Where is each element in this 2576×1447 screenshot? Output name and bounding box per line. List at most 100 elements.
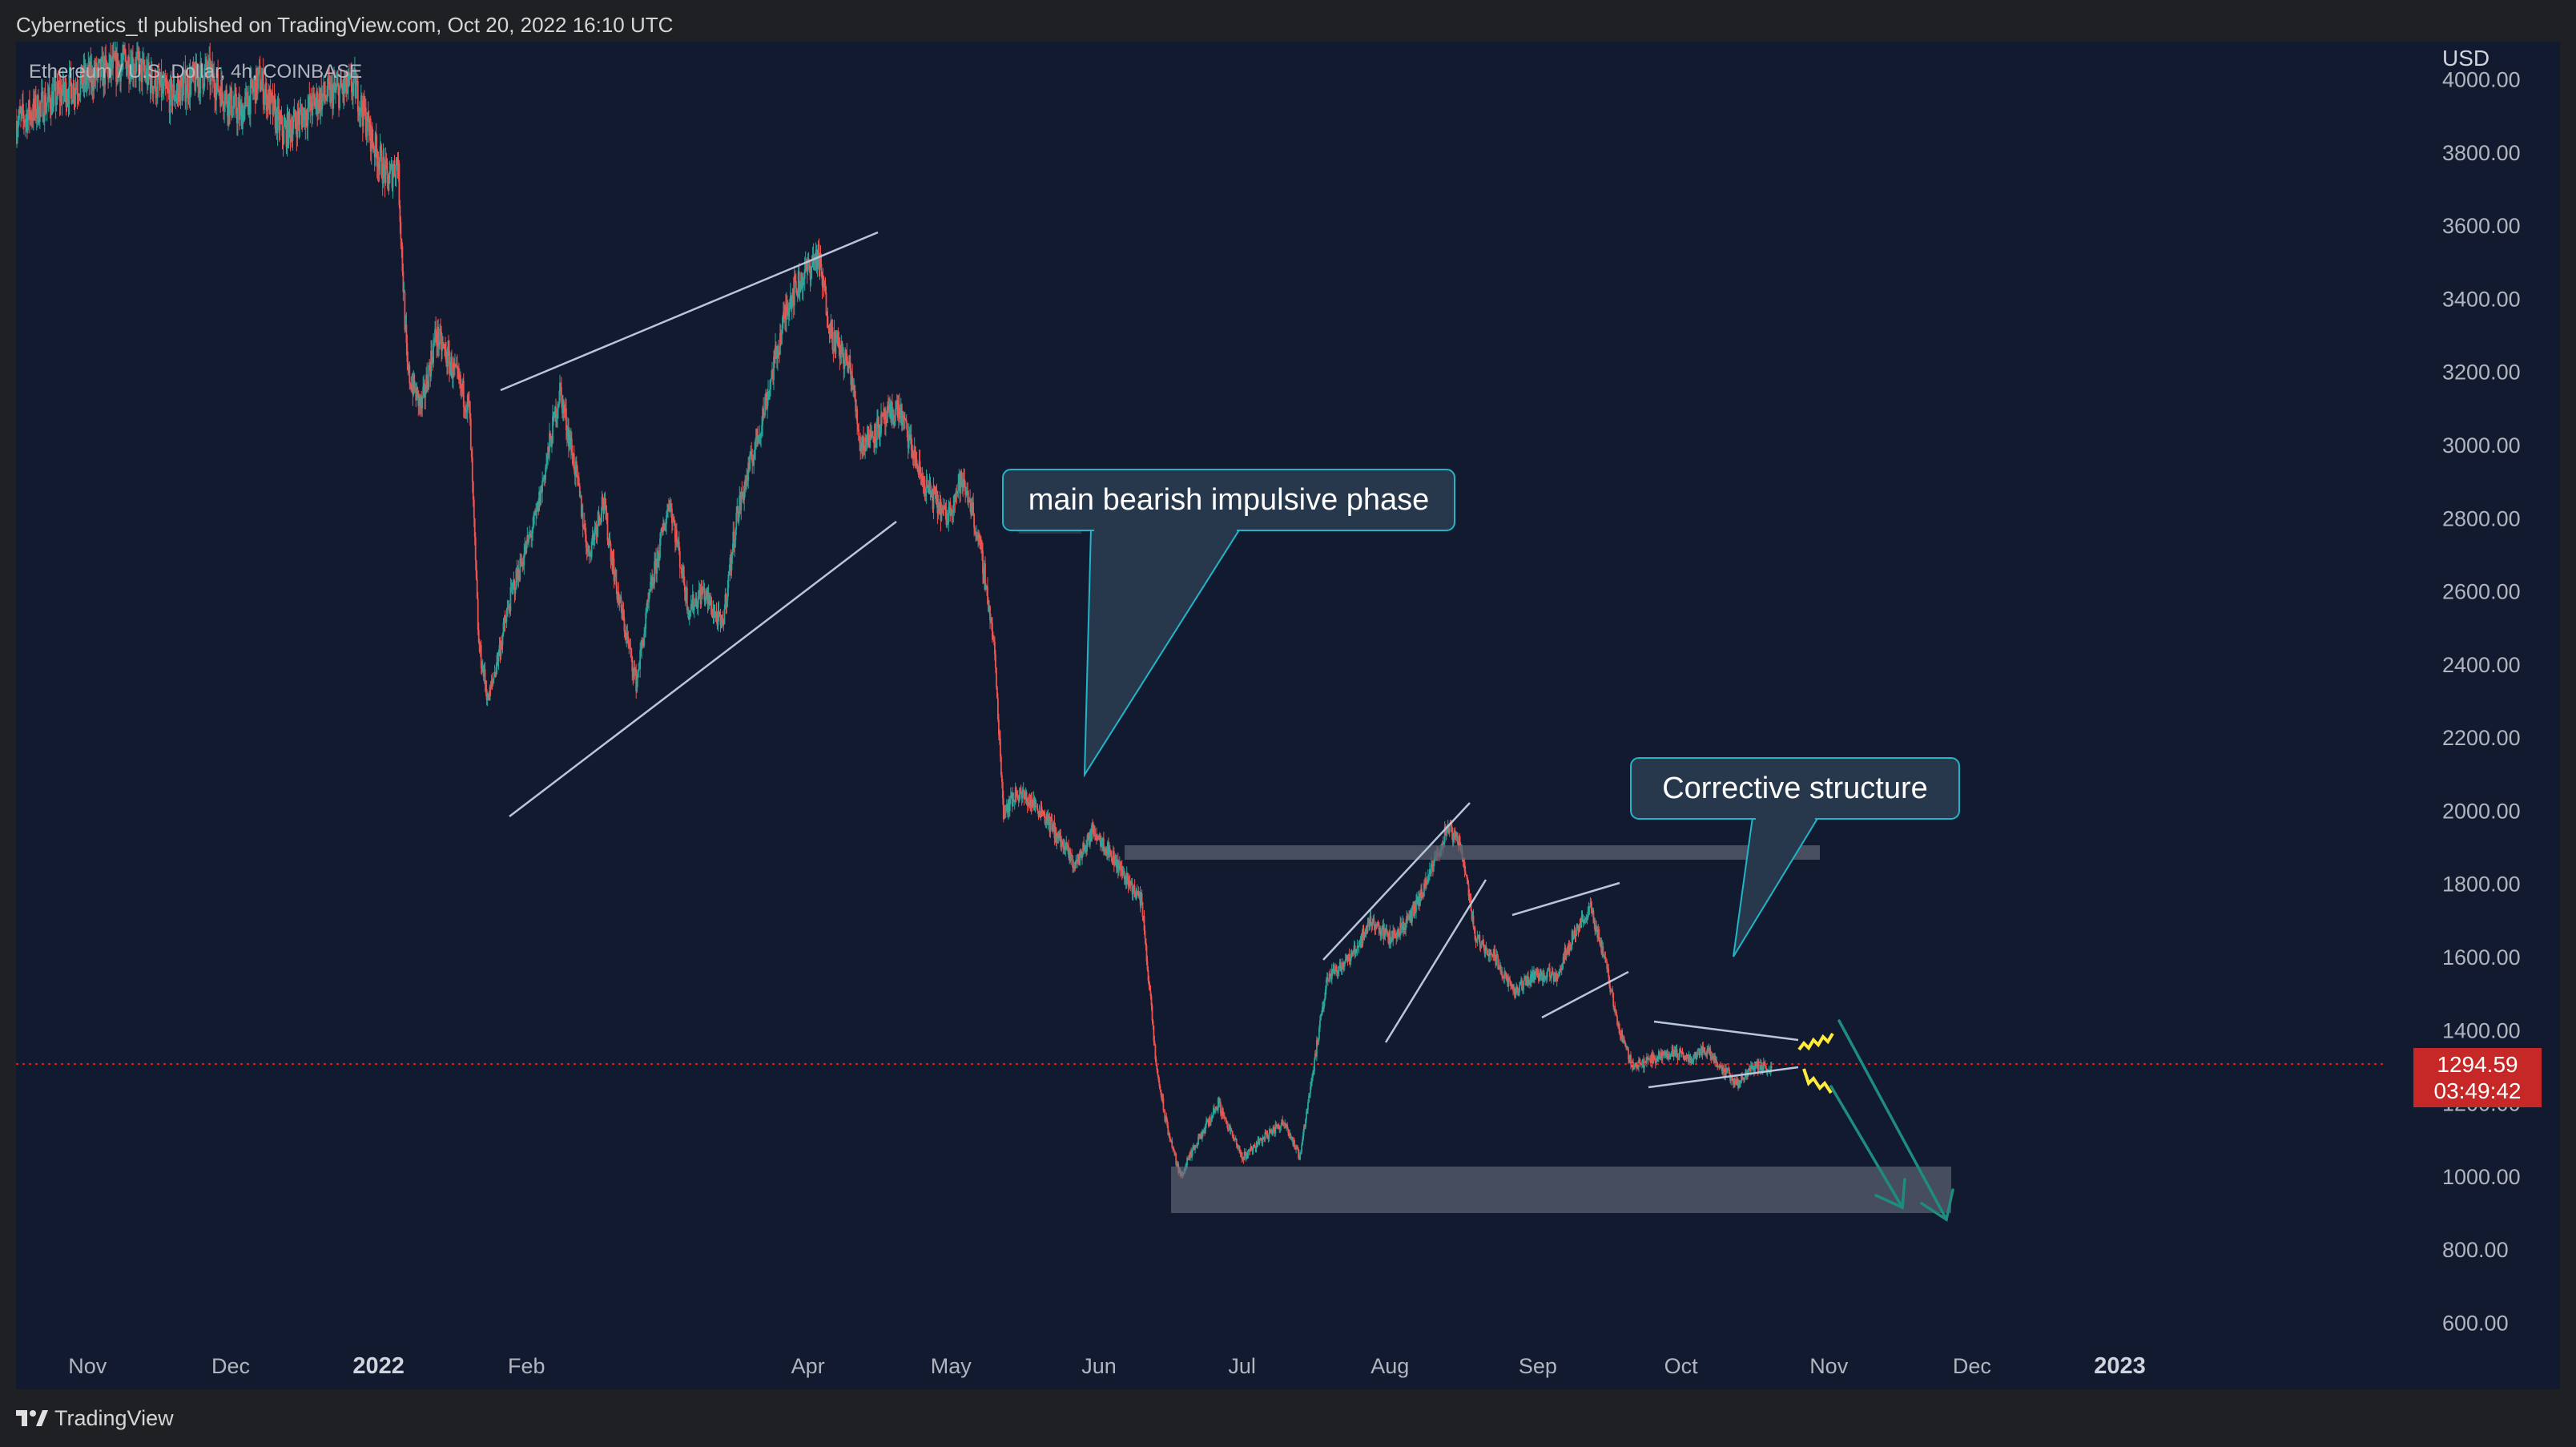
candle-body [1425,878,1427,888]
candle-body [1280,1125,1282,1127]
candle-body [1362,928,1365,939]
price-chart[interactable]: main bearish impulsive phase Corrective … [16,42,2560,1389]
callout-main-bearish[interactable]: main bearish impulsive phase [1002,469,1455,778]
candle-body [1311,1077,1313,1083]
y-tick-label: 1000.00 [2442,1165,2521,1189]
candle-body [1741,1075,1742,1083]
candle-body [1631,1065,1632,1067]
candle-body [1756,1062,1758,1065]
candle-body [1200,1135,1201,1136]
rising-wedge-lower-line[interactable] [509,521,897,817]
candle-body [783,312,785,319]
projection-arrow-short[interactable] [1829,1085,1904,1209]
candle-body [929,482,932,494]
candle-body [275,109,277,129]
candle-body [386,162,388,175]
candle-body [1705,1053,1708,1056]
candle-body [28,100,30,115]
candle-body [1005,804,1008,808]
time-axis[interactable]: Nov Dec 2022 Feb Apr May Jun Jul Aug Sep Oct Nov Dec… [68,1353,2145,1379]
candle-body [1491,953,1493,955]
zigzag-up-projection[interactable] [1797,1032,1834,1051]
zigzag-down-projection[interactable] [1802,1068,1833,1094]
candle-body [531,533,533,538]
chart-pane[interactable]: main bearish impulsive phase Corrective … [16,42,2560,1389]
candle-body [1254,1145,1256,1147]
candle-body [903,414,905,420]
callout-corrective[interactable]: Corrective structure [1630,757,1960,957]
sep-channel-upper-line[interactable] [1511,881,1620,917]
rising-wedge-upper-line[interactable] [500,231,879,392]
candle-body [422,386,425,397]
candle-body [960,470,963,487]
triangle-upper-line[interactable] [1653,1020,1799,1042]
candle-body [1648,1058,1651,1060]
candle-body [619,596,622,601]
candle-body [1721,1066,1724,1074]
triangle-lower-line[interactable] [1648,1066,1799,1089]
candle-body [1153,1026,1155,1042]
candle-body [396,163,399,171]
candle-body [754,449,755,457]
candle-body [1636,1066,1637,1068]
candle-body [651,578,653,586]
resistance-zone[interactable] [1125,845,1820,860]
candle-body [1649,1059,1652,1065]
candle-body [1197,1144,1198,1147]
candle-body [67,99,70,104]
sep-channel-lower-line[interactable] [1541,970,1629,1019]
candle-body [1650,1054,1652,1065]
candle-body [1250,1147,1253,1151]
candle-body [1717,1062,1719,1068]
candle-body [446,363,448,367]
candle-body [610,557,613,562]
candle-body [1354,949,1357,957]
support-zone[interactable] [1171,1167,1951,1213]
candle-body [284,123,287,127]
candle-body [1173,1151,1176,1155]
candle-body [1432,862,1435,872]
projection-arrow-long[interactable] [1837,1019,1948,1221]
candle-body [1726,1070,1728,1073]
aug-channel-lower-line[interactable] [1384,879,1487,1043]
symbol-legend[interactable]: Ethereum / U.S. Dollar, 4h, COINBASE [29,61,362,83]
candle-body [776,346,778,358]
candle-body [1465,874,1467,876]
candle-body [1338,966,1340,972]
candle-body [951,509,953,514]
candle-body [1212,1114,1214,1116]
y-tick-label: 800.00 [2442,1238,2509,1262]
candle-body [1644,1065,1645,1068]
candle-body [843,360,846,369]
candle-body [1037,811,1040,817]
candle-body [1634,1063,1636,1066]
candle-body [1545,977,1548,979]
candle-body [1737,1078,1738,1082]
tradingview-logo[interactable]: TradingView [16,1405,224,1433]
candle-body [1301,1144,1302,1153]
candle-body [738,513,740,522]
candle-body [769,389,771,392]
candle-body [1509,979,1511,983]
candle-body [1428,874,1430,876]
candle-body [1546,971,1548,977]
candle-body [239,101,240,120]
candle-body [1232,1136,1234,1139]
candle-body [732,531,735,550]
candle-body [927,485,929,488]
candle-body [87,73,89,80]
candle-body [409,365,411,384]
candle-body [1020,788,1022,794]
candle-body [763,414,765,416]
candle-body [154,72,156,87]
candle-body [63,91,66,95]
aug-channel-upper-line[interactable] [1322,802,1471,961]
candle-body [745,479,747,486]
candle-body [1667,1058,1669,1059]
candle-body [506,607,509,615]
candle-body [620,596,622,608]
candle-body [87,65,90,74]
candle-body [1761,1062,1763,1072]
candle-body [1258,1139,1260,1144]
candle-body [760,433,762,436]
